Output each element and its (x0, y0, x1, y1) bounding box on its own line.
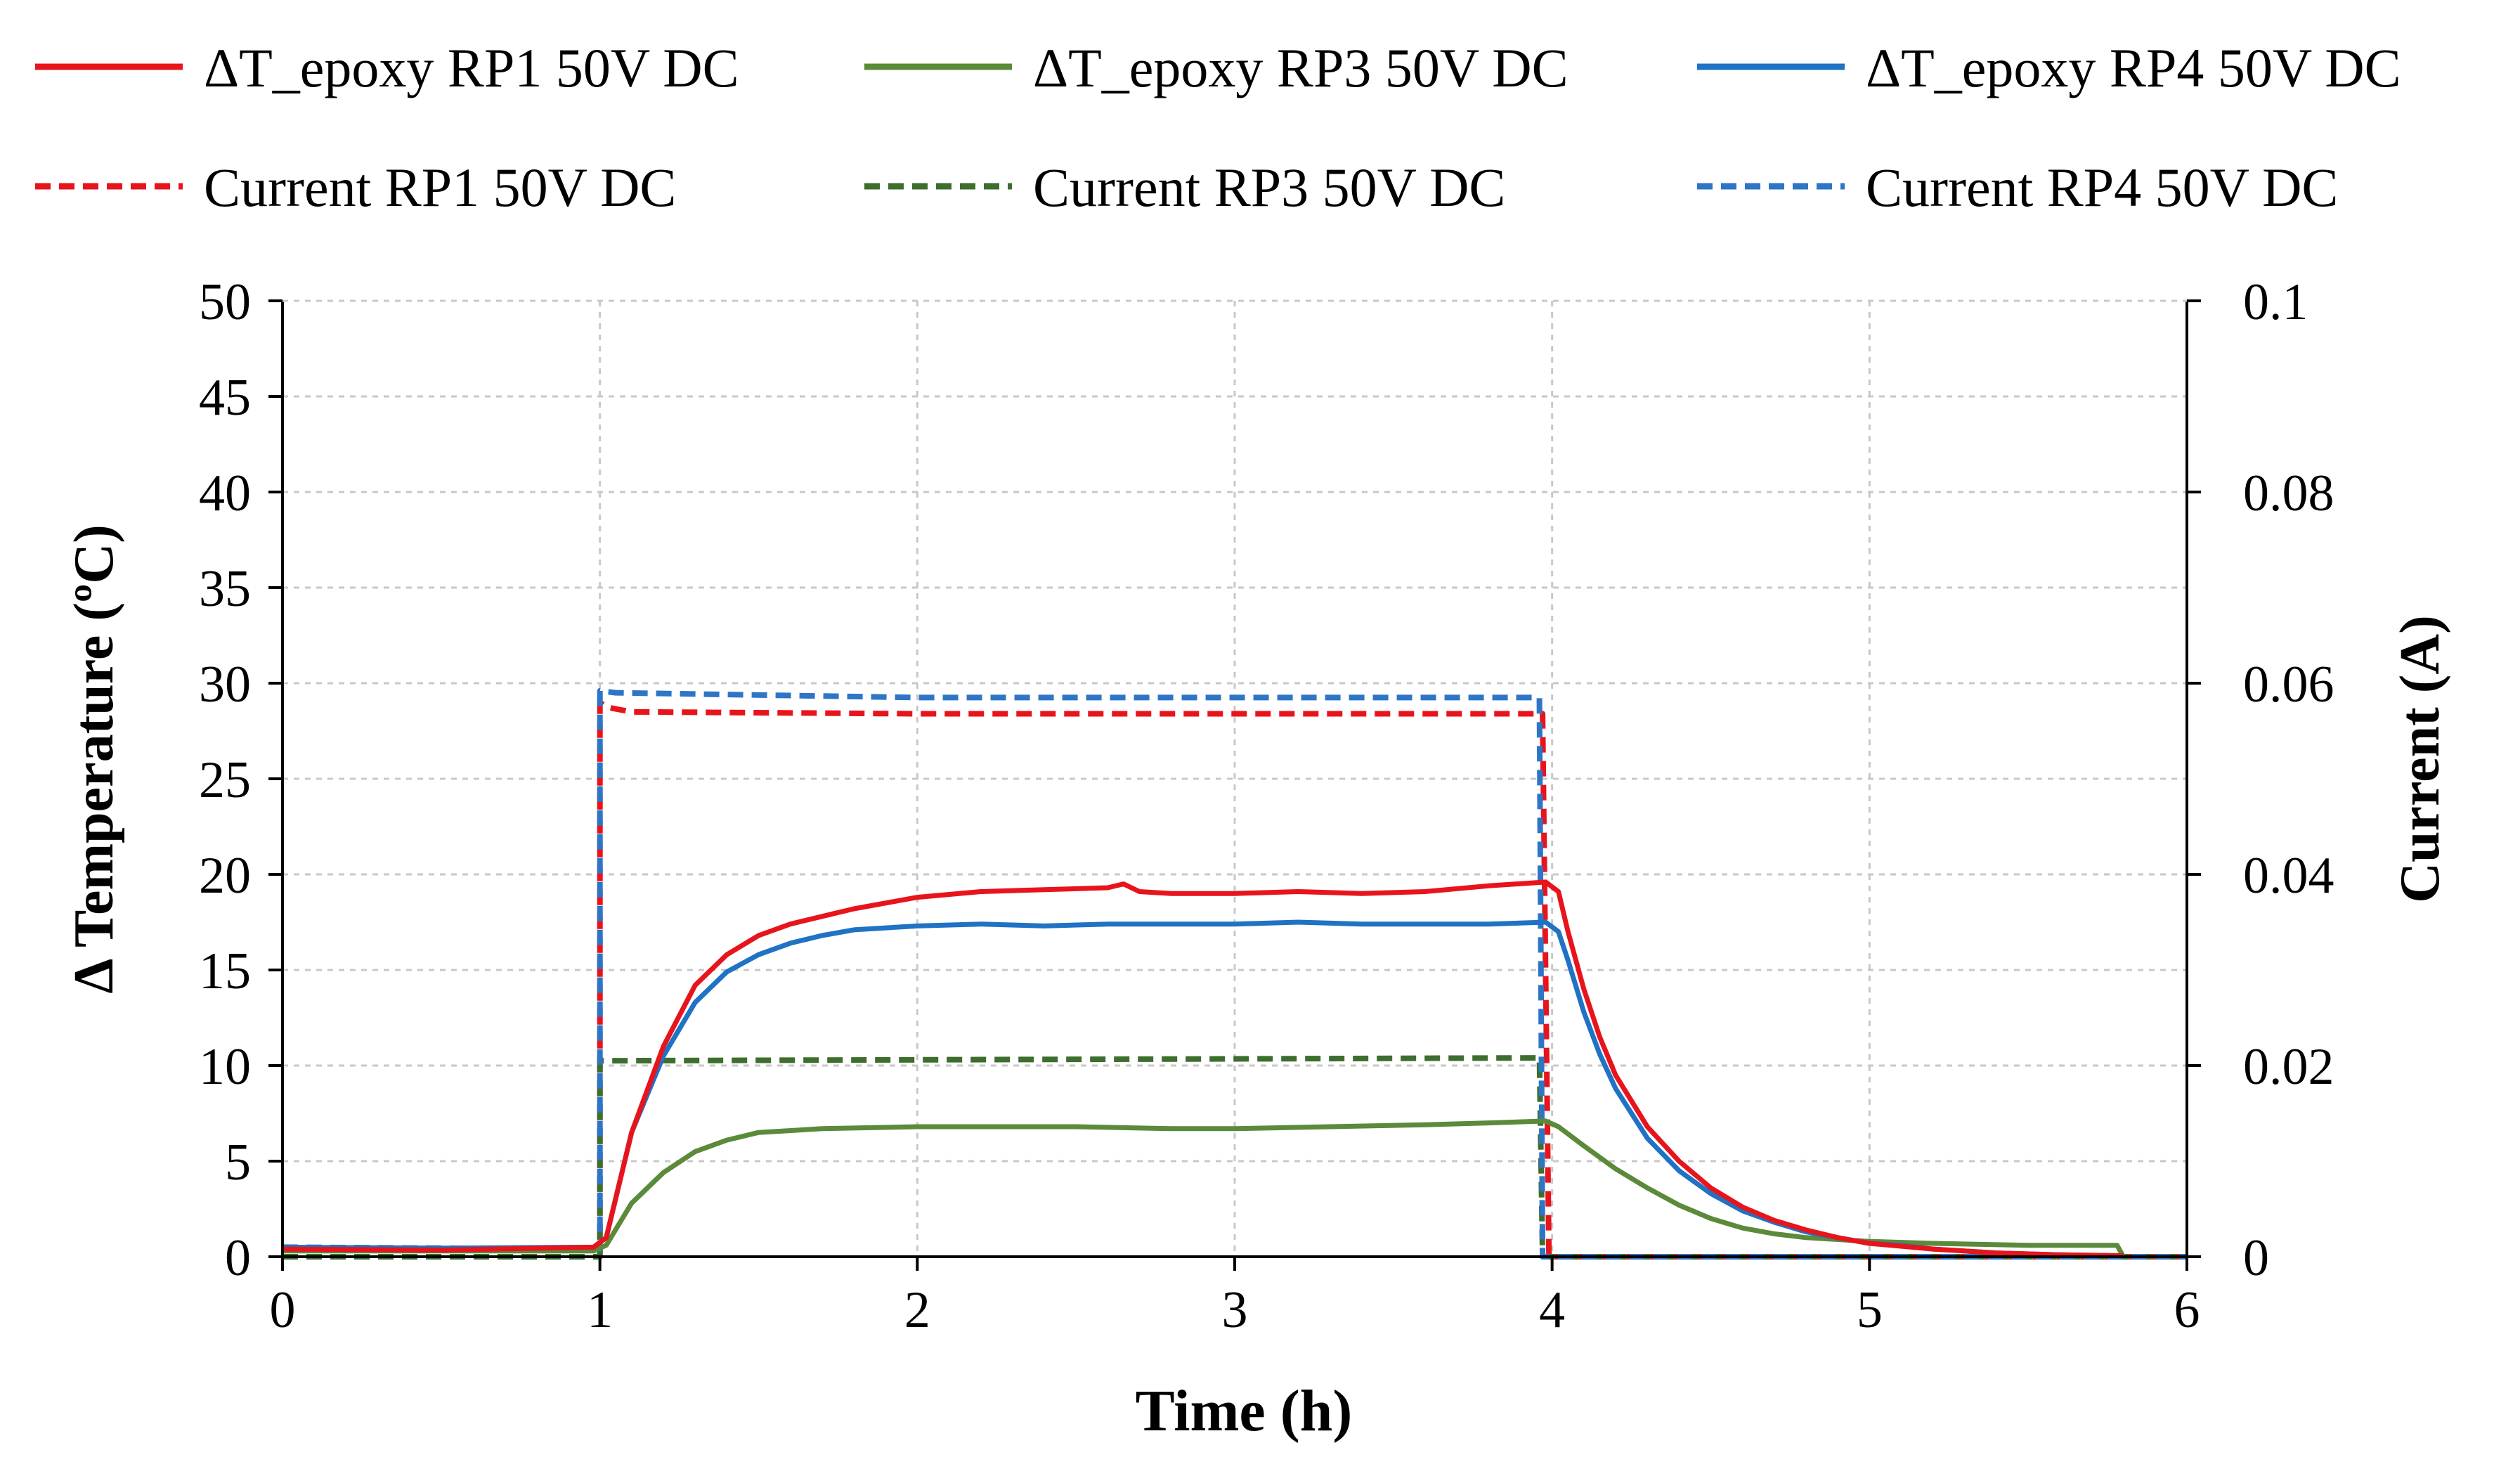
legend-label: ΔT_epoxy RP4 50V DC (1866, 37, 2401, 98)
legend-entry--t-epoxy-rp4-50v-dc: ΔT_epoxy RP4 50V DC (1697, 37, 2401, 98)
y-left-tick-label-35: 35 (199, 560, 251, 618)
x-tick-label-2: 2 (904, 1281, 930, 1339)
series-line--t-epoxy-rp1-50v-dc (282, 879, 2124, 1259)
x-tick-label-5: 5 (1857, 1281, 1883, 1339)
x-tick-label-3: 3 (1222, 1281, 1248, 1339)
x-tick-label-4: 4 (1539, 1281, 1565, 1339)
legend-entry-current-rp4-50v-dc: Current RP4 50V DC (1697, 157, 2338, 218)
y-left-tick-label-40: 40 (199, 465, 251, 522)
y-right-tick-label-0: 0 (2243, 1229, 2269, 1287)
y-right-tick-label-0.02: 0.02 (2243, 1038, 2334, 1096)
legend-entry--t-epoxy-rp3-50v-dc: ΔT_epoxy RP3 50V DC (864, 37, 1568, 98)
legend-label: Current RP4 50V DC (1866, 157, 2338, 218)
legend-entry--t-epoxy-rp1-50v-dc: ΔT_epoxy RP1 50V DC (35, 37, 739, 98)
y-left-tick-label-15: 15 (199, 943, 251, 1000)
legend: ΔT_epoxy RP1 50V DC ΔT_epoxy RP3 50V DC ΔT… (35, 37, 2401, 218)
y-right-tick-label-0.04: 0.04 (2243, 847, 2334, 905)
y-left-tick-label-20: 20 (199, 847, 251, 905)
legend-label: ΔT_epoxy RP1 50V DC (204, 37, 739, 98)
y-left-tick-label-5: 5 (225, 1134, 251, 1191)
y-right-tick-label-0.06: 0.06 (2243, 656, 2334, 713)
x-tick-label-6: 6 (2174, 1281, 2200, 1339)
y-left-tick-label-0: 0 (225, 1229, 251, 1287)
series-line-current-rp1-50v-dc (282, 699, 2187, 1260)
y-right-tick-label-0.08: 0.08 (2243, 465, 2334, 522)
y-axis-right-title: Current (A) (2389, 615, 2451, 903)
x-tick-label-1: 1 (587, 1281, 613, 1339)
series-layer (282, 687, 2187, 1260)
legend-label: ΔT_epoxy RP3 50V DC (1033, 37, 1568, 98)
y-axis-left-title: Δ Temperature (ºC) (63, 524, 125, 994)
series-line--t-epoxy-rp3-50v-dc (282, 1118, 2126, 1258)
series-line-current-rp3-50v-dc (282, 1055, 2187, 1260)
x-tick-label-0: 0 (270, 1281, 296, 1339)
legend-entry-current-rp3-50v-dc: Current RP3 50V DC (864, 157, 1505, 218)
y-right-tick-label-0.1: 0.1 (2243, 273, 2308, 331)
y-left-tick-label-45: 45 (199, 369, 251, 427)
y-left-tick-label-10: 10 (199, 1038, 251, 1096)
legend-entry-current-rp1-50v-dc: Current RP1 50V DC (35, 157, 676, 218)
legend-label: Current RP1 50V DC (204, 157, 676, 218)
y-left-tick-label-25: 25 (199, 751, 251, 809)
y-left-tick-label-30: 30 (199, 656, 251, 713)
tick-labels: 0 1 2 3 4 5 60510152025303540455000.020.040.06… (199, 273, 2334, 1339)
legend-label: Current RP3 50V DC (1033, 157, 1505, 218)
y-left-tick-label-50: 50 (199, 273, 251, 331)
x-axis-title: Time (h) (1136, 1378, 1353, 1444)
